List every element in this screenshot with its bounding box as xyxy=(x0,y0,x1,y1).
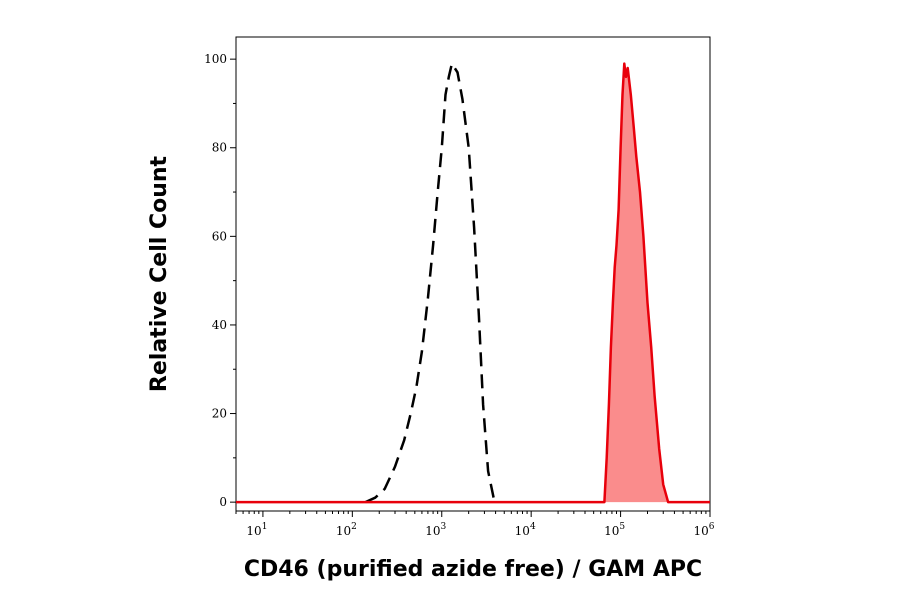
x-axis-title: CD46 (purified azide free) / GAM APC xyxy=(244,557,702,582)
x-tick-label: 102 xyxy=(336,522,357,538)
y-tick-label: 20 xyxy=(212,407,227,421)
y-tick-label: 40 xyxy=(212,318,227,332)
y-tick-label: 100 xyxy=(204,52,227,66)
stained-histogram-fill xyxy=(236,63,710,503)
x-tick-label: 106 xyxy=(693,522,714,538)
y-tick-label: 80 xyxy=(212,141,227,155)
plot-frame xyxy=(235,36,711,512)
y-tick-label: 0 xyxy=(219,495,227,509)
y-axis-title: Relative Cell Count xyxy=(147,155,172,392)
x-tick-label: 103 xyxy=(425,522,446,538)
control-histogram-line xyxy=(364,60,501,504)
x-tick-label: 105 xyxy=(604,522,625,538)
x-tick-label: 104 xyxy=(515,522,536,538)
x-tick-label: 101 xyxy=(246,522,267,538)
y-tick-label: 60 xyxy=(212,229,227,243)
stained-histogram-line xyxy=(236,62,710,504)
